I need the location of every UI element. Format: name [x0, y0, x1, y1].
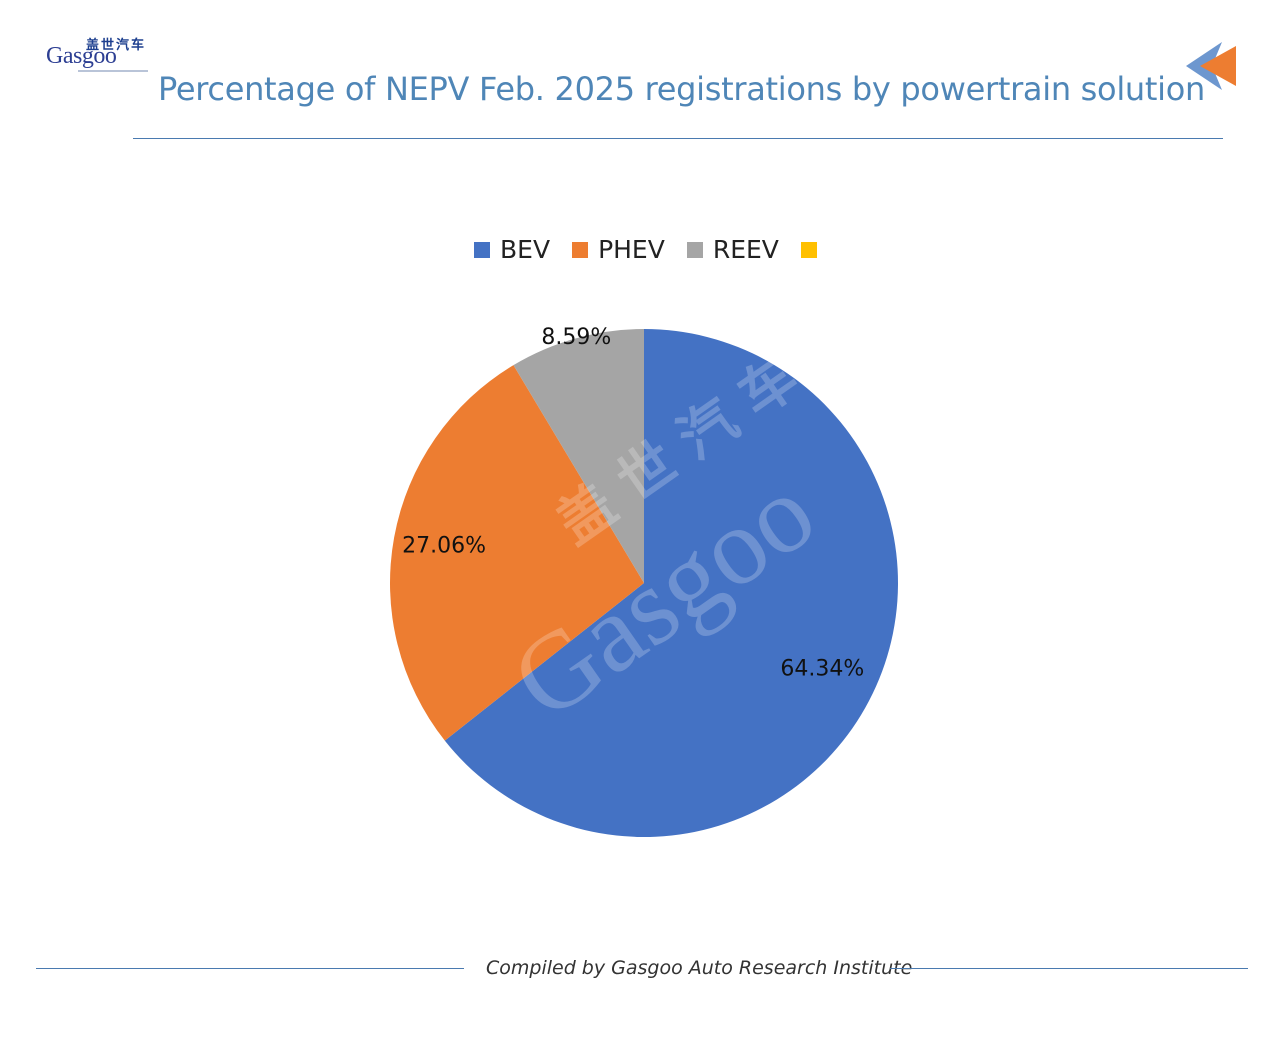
legend-label: BEV — [500, 235, 551, 264]
logo-underline — [78, 70, 148, 72]
footer-rule-right — [890, 968, 1248, 969]
legend-swatch — [572, 241, 589, 258]
chart-legend: BEV PHEV REEV — [474, 235, 849, 264]
page-title: Percentage of NEPV Feb. 2025 registratio… — [158, 70, 1206, 108]
legend-item-phev: PHEV — [572, 235, 665, 264]
legend-swatch — [686, 241, 703, 258]
logo-chinese-text: 盖世汽车 — [86, 38, 147, 53]
data-label-reev: 8.59% — [541, 325, 611, 350]
footer-rule-left — [36, 968, 464, 969]
title-divider — [133, 138, 1223, 139]
legend-swatch — [474, 241, 490, 258]
legend-label: PHEV — [598, 235, 665, 264]
logo-wordmark: Gasgoo — [46, 43, 117, 69]
legend-label: REEV — [712, 235, 779, 264]
data-label-bev: 64.34% — [780, 656, 864, 681]
legend-swatch — [800, 241, 817, 258]
legend-item-reev: REEV — [686, 235, 779, 264]
footer-caption: Compiled by Gasgoo Auto Research Institu… — [486, 957, 913, 979]
data-label-phev: 27.06% — [402, 533, 486, 558]
legend-item-bev: BEV — [474, 235, 550, 264]
back-arrow-icon[interactable] — [1184, 42, 1240, 92]
gasgoo-logo: 盖世汽车 Gasgoo — [46, 34, 156, 80]
pie-slice-bev — [444, 329, 898, 837]
legend-item-unlabeled — [800, 241, 827, 258]
pie-slice-reev — [513, 329, 644, 583]
pie-slice-phev — [390, 365, 644, 741]
